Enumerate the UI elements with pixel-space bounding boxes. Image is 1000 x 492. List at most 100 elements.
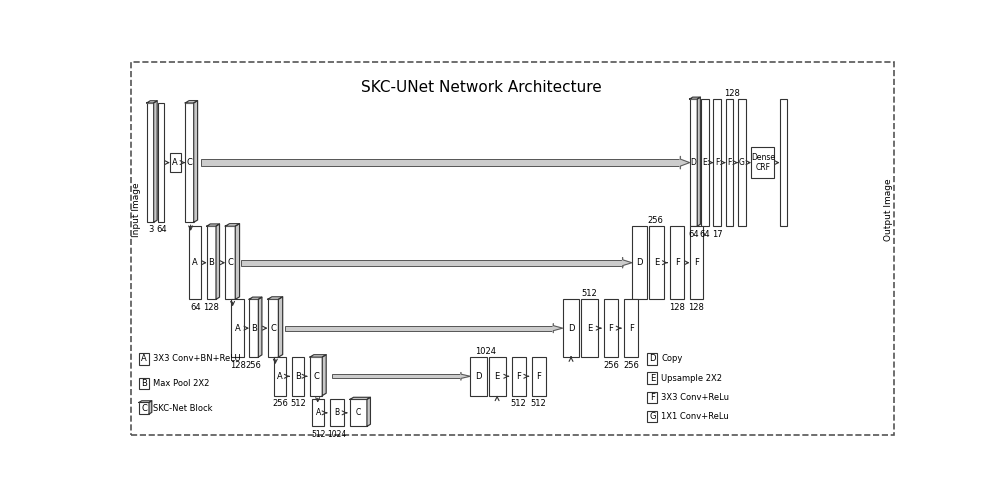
Bar — [310, 357, 322, 396]
Bar — [713, 99, 721, 226]
Polygon shape — [149, 401, 152, 414]
Text: F: F — [675, 258, 680, 267]
Bar — [170, 154, 181, 172]
Text: 1024: 1024 — [327, 430, 347, 439]
Text: C: C — [356, 408, 361, 417]
Text: D: D — [636, 258, 643, 267]
Polygon shape — [623, 257, 632, 268]
Bar — [330, 400, 344, 427]
Text: Upsample 2X2: Upsample 2X2 — [661, 374, 722, 383]
Text: 64: 64 — [688, 230, 699, 239]
Text: F: F — [516, 372, 521, 381]
Text: F: F — [609, 324, 613, 333]
Bar — [225, 226, 235, 299]
Polygon shape — [194, 101, 198, 222]
Bar — [489, 357, 506, 396]
Text: 512: 512 — [582, 289, 597, 298]
Text: E: E — [703, 158, 707, 167]
Bar — [690, 99, 697, 226]
Text: E: E — [654, 258, 659, 267]
Text: B: B — [251, 324, 257, 333]
Text: C: C — [313, 372, 319, 381]
Text: 64: 64 — [190, 303, 201, 312]
Bar — [563, 299, 579, 357]
Polygon shape — [258, 297, 262, 357]
Bar — [690, 226, 703, 299]
Bar — [231, 299, 244, 357]
Bar — [147, 103, 154, 222]
Bar — [207, 226, 216, 299]
Bar — [470, 357, 487, 396]
Bar — [751, 147, 774, 178]
Bar — [780, 99, 787, 226]
Polygon shape — [235, 224, 240, 299]
Text: Output Image: Output Image — [884, 179, 893, 241]
Text: 128: 128 — [203, 303, 219, 312]
Text: F: F — [727, 158, 732, 167]
Text: SKC-Net Block: SKC-Net Block — [153, 404, 212, 413]
Bar — [350, 400, 367, 427]
Polygon shape — [680, 156, 690, 169]
Bar — [647, 353, 657, 365]
Text: 512: 512 — [511, 400, 527, 408]
Text: F: F — [715, 158, 720, 167]
Bar — [185, 103, 194, 222]
Text: 1024: 1024 — [475, 347, 496, 356]
Polygon shape — [461, 372, 470, 380]
Bar — [285, 326, 553, 331]
Bar — [241, 260, 623, 266]
Text: 512: 512 — [311, 430, 326, 439]
Text: 17: 17 — [712, 230, 723, 239]
Bar — [532, 357, 546, 396]
Bar — [139, 378, 149, 389]
Polygon shape — [147, 101, 157, 103]
Polygon shape — [249, 297, 262, 299]
Text: Max Pool 2X2: Max Pool 2X2 — [153, 379, 209, 388]
Text: 512: 512 — [531, 400, 547, 408]
Text: C: C — [227, 258, 233, 267]
Text: C: C — [141, 404, 147, 413]
Text: 3X3 Conv+BN+ReLU: 3X3 Conv+BN+ReLU — [153, 354, 241, 364]
Text: A: A — [141, 354, 147, 364]
Text: F: F — [694, 258, 699, 267]
Polygon shape — [154, 101, 157, 222]
Text: G: G — [649, 412, 656, 421]
Text: 64: 64 — [700, 230, 710, 239]
Text: D: D — [691, 158, 696, 167]
Bar — [274, 357, 286, 396]
Text: F: F — [536, 372, 541, 381]
Bar — [624, 299, 638, 357]
Bar — [647, 392, 657, 403]
Text: Dense
CRF: Dense CRF — [751, 153, 775, 172]
Polygon shape — [207, 224, 220, 226]
Text: F: F — [650, 393, 655, 402]
Polygon shape — [322, 355, 326, 396]
Bar — [701, 99, 709, 226]
Bar — [249, 299, 258, 357]
Bar — [632, 226, 647, 299]
Bar — [581, 299, 598, 357]
Text: B: B — [295, 372, 301, 381]
Text: 128: 128 — [724, 89, 740, 98]
Bar — [738, 99, 746, 226]
Text: B: B — [208, 258, 214, 267]
Text: 256: 256 — [603, 361, 619, 370]
Polygon shape — [350, 398, 370, 400]
Bar — [312, 400, 324, 427]
Polygon shape — [278, 297, 283, 357]
Bar — [332, 374, 461, 378]
Text: C: C — [187, 158, 192, 167]
Bar — [139, 402, 149, 414]
Text: 128: 128 — [230, 361, 246, 370]
Text: 1X1 Conv+ReLu: 1X1 Conv+ReLu — [661, 412, 729, 421]
Text: A: A — [277, 372, 283, 381]
Bar — [604, 299, 618, 357]
Polygon shape — [216, 224, 220, 299]
Text: SKC-UNet Network Architecture: SKC-UNet Network Architecture — [361, 80, 602, 95]
Text: 256: 256 — [272, 400, 288, 408]
Text: E: E — [587, 324, 592, 333]
Polygon shape — [185, 101, 198, 103]
Text: 512: 512 — [291, 400, 306, 408]
Bar — [292, 357, 304, 396]
Text: E: E — [650, 374, 655, 383]
